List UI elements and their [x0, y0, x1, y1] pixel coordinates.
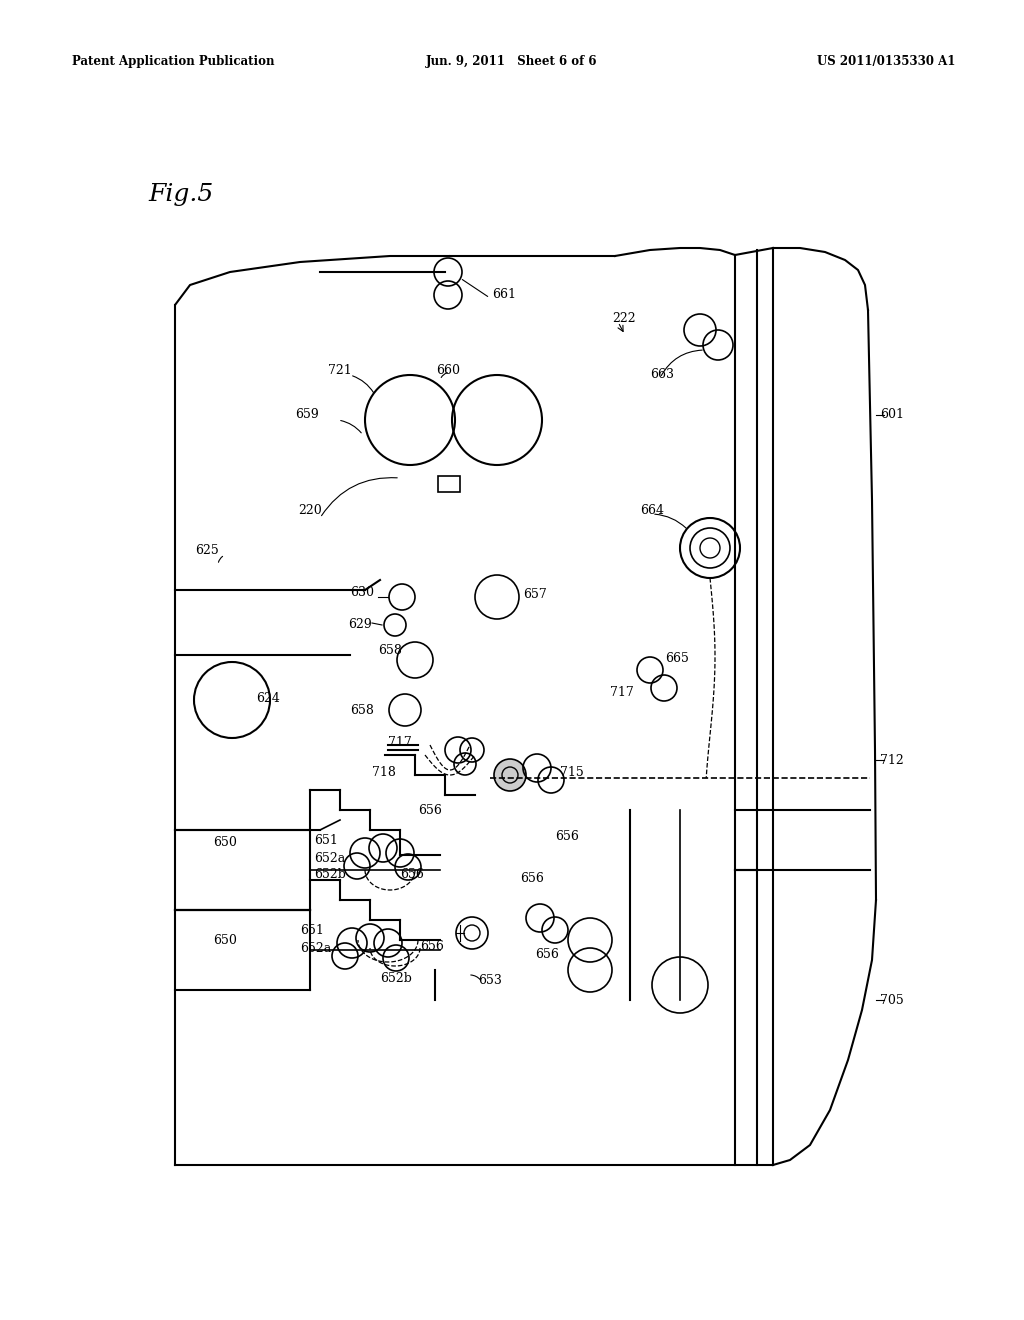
Text: 712: 712 [880, 754, 904, 767]
Text: 652b: 652b [314, 867, 346, 880]
Text: 650: 650 [213, 836, 237, 849]
Text: 656: 656 [420, 940, 443, 953]
Text: 652a: 652a [314, 851, 345, 865]
Text: 656: 656 [535, 949, 559, 961]
Text: 625: 625 [195, 544, 219, 557]
Circle shape [494, 759, 526, 791]
Text: 656: 656 [418, 804, 442, 817]
Text: 715: 715 [560, 766, 584, 779]
Text: 718: 718 [372, 766, 396, 779]
Text: 660: 660 [436, 363, 460, 376]
Text: 658: 658 [350, 704, 374, 717]
Text: 220: 220 [298, 503, 322, 516]
Text: 657: 657 [523, 587, 547, 601]
Text: 222: 222 [612, 312, 636, 325]
Text: 630: 630 [350, 586, 374, 599]
Text: Fig.5: Fig.5 [148, 183, 213, 206]
Text: 664: 664 [640, 503, 664, 516]
Text: 629: 629 [348, 618, 372, 631]
Text: Patent Application Publication: Patent Application Publication [72, 55, 274, 69]
Text: 665: 665 [665, 652, 689, 664]
Text: 601: 601 [880, 408, 904, 421]
Bar [438, 477, 460, 492]
Text: Jun. 9, 2011   Sheet 6 of 6: Jun. 9, 2011 Sheet 6 of 6 [426, 55, 598, 69]
Text: 663: 663 [650, 368, 674, 381]
Text: 652b: 652b [380, 972, 412, 985]
Text: 624: 624 [256, 692, 280, 705]
Text: 717: 717 [610, 686, 634, 700]
Text: 651: 651 [314, 833, 338, 846]
Text: 721: 721 [328, 363, 352, 376]
Text: 650: 650 [213, 933, 237, 946]
Text: US 2011/0135330 A1: US 2011/0135330 A1 [816, 55, 955, 69]
Text: 705: 705 [880, 994, 904, 1006]
Text: 656: 656 [400, 869, 424, 882]
Text: 717: 717 [388, 735, 412, 748]
Text: 659: 659 [295, 408, 318, 421]
Text: 653: 653 [478, 974, 502, 986]
Text: 656: 656 [555, 829, 579, 842]
Text: 651: 651 [300, 924, 324, 936]
Text: 661: 661 [492, 289, 516, 301]
Text: 656: 656 [520, 871, 544, 884]
Text: 652a: 652a [300, 941, 331, 954]
Text: 658: 658 [378, 644, 401, 656]
